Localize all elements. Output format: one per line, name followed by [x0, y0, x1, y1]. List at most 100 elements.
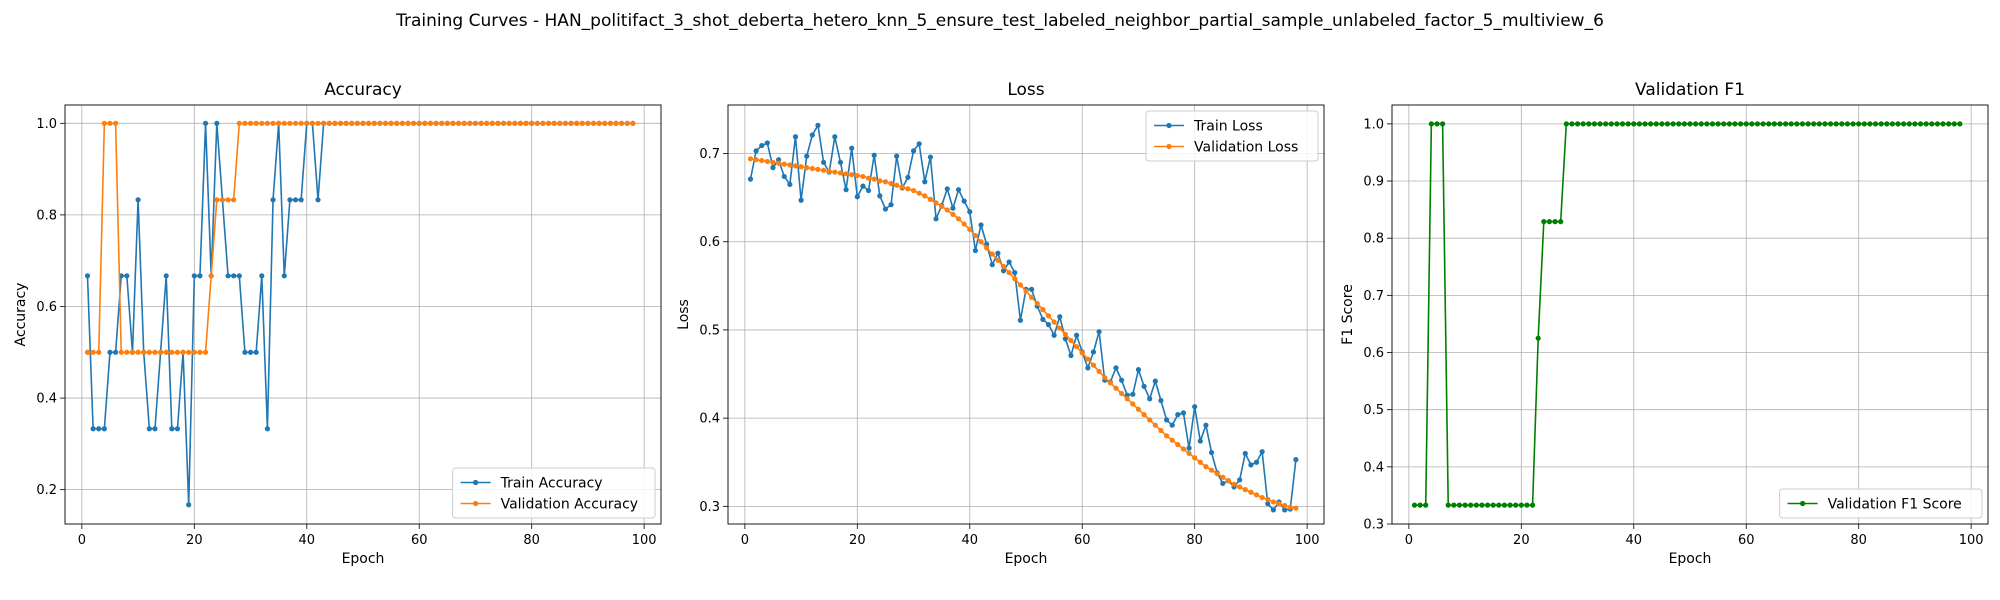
loss-data-point [1124, 396, 1130, 402]
accuracy-data-point [202, 349, 209, 355]
figure-suptitle: Training Curves - HAN_politifact_3_shot_… [395, 11, 1604, 31]
loss-data-point [1270, 499, 1276, 505]
loss-data-point [1006, 270, 1012, 276]
f1-data-point [1423, 502, 1429, 508]
loss-data-point [955, 216, 962, 222]
f1-x-tick-label: 80 [1850, 533, 1867, 548]
accuracy-data-point [259, 273, 265, 279]
loss-data-point [916, 141, 922, 147]
accuracy-x-tick-label: 80 [523, 533, 540, 548]
f1-data-point [1884, 121, 1890, 127]
accuracy-data-point [472, 120, 479, 126]
accuracy-data-point [146, 349, 152, 355]
loss-data-point [1012, 270, 1018, 276]
loss-data-point [989, 251, 995, 257]
accuracy-data-point [236, 273, 242, 279]
loss-series-2 [747, 156, 1299, 511]
accuracy-data-point [602, 120, 608, 126]
loss-legend-marker [1166, 122, 1172, 129]
f1-data-point [1586, 121, 1592, 127]
accuracy-data-point [242, 120, 248, 126]
accuracy-data-point [247, 349, 254, 355]
accuracy-data-point [163, 349, 169, 355]
loss-data-point [989, 262, 995, 268]
accuracy-data-point [557, 120, 563, 126]
loss-data-point [1282, 502, 1288, 509]
accuracy-data-point [337, 120, 344, 126]
f1-data-point [1749, 121, 1755, 127]
accuracy-data-point [399, 120, 405, 126]
loss-data-point [1293, 457, 1299, 463]
f1-y-tick-label: 0.6 [1363, 346, 1384, 361]
loss-data-point [1265, 496, 1271, 502]
loss-data-point [1175, 442, 1181, 448]
f1-data-point [1591, 121, 1598, 127]
f1-axes-frame [1391, 104, 1989, 525]
f1-data-point [1867, 121, 1873, 127]
loss-data-point [871, 176, 877, 182]
loss-data-point [967, 226, 973, 232]
f1-data-point [1754, 121, 1761, 127]
loss-data-point [1276, 501, 1282, 507]
f1-y-tick-label: 1.0 [1363, 117, 1384, 132]
f1-y-tick-label: 0.7 [1363, 289, 1384, 304]
f1-data-point [1816, 121, 1822, 127]
loss-data-point [1293, 505, 1299, 511]
f1-data-point [1518, 502, 1524, 508]
f1-data-point [1872, 121, 1879, 127]
accuracy-legend: Train Accuracy Validation Accuracy [452, 467, 656, 519]
accuracy-data-point [281, 120, 287, 126]
accuracy-data-point [90, 426, 96, 432]
f1-series-1 [1411, 121, 1963, 508]
accuracy-data-point [146, 426, 152, 432]
accuracy-data-point [270, 197, 276, 203]
loss-data-point [978, 239, 984, 245]
f1-y-tick-label: 0.4 [1363, 460, 1384, 475]
f1-data-point [1788, 121, 1794, 127]
f1-data-point [1496, 502, 1502, 508]
loss-data-point [1000, 263, 1007, 270]
f1-data-point [1664, 121, 1671, 127]
f1-data-point [1794, 121, 1800, 127]
loss-data-point [939, 203, 945, 210]
accuracy-data-point [382, 120, 389, 126]
f1-data-point [1552, 219, 1558, 225]
loss-data-point [1012, 276, 1018, 282]
accuracy-data-point [236, 120, 242, 126]
f1-data-point [1451, 502, 1457, 508]
f1-data-point [1456, 502, 1463, 508]
loss-data-point [1192, 455, 1198, 461]
accuracy-data-point [219, 197, 226, 203]
accuracy-data-point [416, 120, 422, 126]
accuracy-data-point [186, 349, 192, 355]
loss-data-point [905, 186, 911, 192]
accuracy-data-point [489, 120, 495, 126]
loss-axes-frame [727, 104, 1325, 525]
loss-data-point [1158, 427, 1164, 434]
accuracy-data-point [174, 349, 181, 355]
accuracy-data-point [304, 120, 310, 126]
f1-data-point [1501, 502, 1508, 508]
loss-data-point [1062, 331, 1068, 337]
f1-data-point [1721, 121, 1727, 127]
accuracy-x-tick-label: 0 [78, 533, 86, 548]
f1-data-point [1411, 502, 1418, 508]
f1-data-point [1546, 219, 1553, 225]
loss-data-point [1068, 352, 1074, 359]
accuracy-data-point [529, 120, 535, 126]
loss-data-point [910, 148, 917, 154]
f1-data-point [1653, 121, 1659, 127]
accuracy-data-point [276, 120, 282, 126]
loss-data-point [753, 157, 759, 163]
f1-data-point [1484, 502, 1491, 508]
accuracy-data-point [517, 120, 524, 126]
loss-data-point [1130, 401, 1136, 407]
loss-data-point [804, 165, 810, 171]
accuracy-y-tick-label: 1.0 [36, 117, 57, 132]
loss-data-point [832, 134, 838, 140]
loss-data-point [972, 232, 979, 239]
accuracy-data-point [292, 120, 299, 126]
accuracy-data-point [247, 120, 254, 126]
accuracy-data-point [214, 197, 220, 203]
f1-data-point [1799, 121, 1806, 127]
